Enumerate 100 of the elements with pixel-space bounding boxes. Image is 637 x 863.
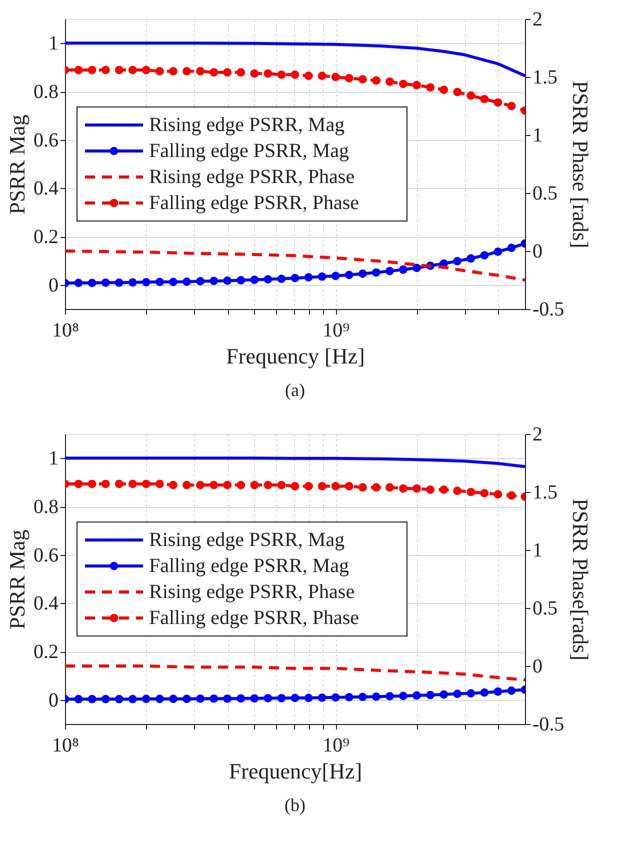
point: [128, 480, 137, 488]
point: [331, 272, 340, 280]
legend-label: Falling edge PSRR, Mag: [149, 140, 350, 162]
point: [142, 694, 150, 704]
point: [101, 66, 110, 74]
point: [344, 482, 354, 490]
point: [101, 694, 110, 704]
point: [290, 274, 300, 282]
point: [426, 690, 434, 700]
point: [386, 692, 394, 700]
point: [156, 67, 164, 76]
y2-tick-label: 0: [532, 240, 542, 262]
y2-tick-label: 2: [532, 8, 542, 30]
legend-label: Rising edge PSRR, Mag: [149, 114, 345, 136]
y2-tick-label: 0: [532, 656, 542, 678]
point: [480, 488, 489, 498]
point: [114, 694, 124, 704]
y-tick-label: 0.6: [34, 544, 58, 566]
point: [264, 69, 272, 78]
point: [277, 70, 286, 79]
point: [236, 276, 246, 284]
x-tick-label: 10⁹: [322, 734, 350, 756]
point: [453, 690, 462, 698]
point: [250, 276, 259, 284]
point: [386, 266, 394, 276]
point: [304, 273, 313, 282]
point: [210, 480, 218, 490]
point: [236, 68, 246, 77]
y2-axis-title: PSRR Phase [rads]: [568, 80, 594, 248]
point: [277, 480, 286, 490]
point: [88, 66, 96, 74]
y2-tick-label: 2: [532, 424, 542, 446]
point: [494, 490, 502, 498]
point: [114, 480, 124, 488]
point: [304, 72, 313, 80]
point: [440, 690, 448, 699]
legend-label: Falling edge PSRR, Phase: [149, 607, 360, 629]
point: [74, 66, 83, 74]
point: [372, 76, 380, 85]
point: [156, 278, 164, 286]
y2-tick-label: -0.5: [532, 298, 564, 320]
point: [466, 91, 476, 100]
point: [182, 694, 191, 704]
point: [358, 270, 367, 278]
point: [290, 482, 300, 490]
point: [250, 480, 259, 490]
y-tick-label: 0.6: [34, 129, 58, 152]
point: [182, 278, 191, 286]
point: [88, 694, 96, 704]
point: [88, 278, 96, 288]
point: [236, 480, 246, 490]
point: [169, 480, 178, 490]
y2-tick-label: 0.5: [532, 598, 558, 620]
y2-tick-label: 1.5: [532, 482, 558, 504]
point: [372, 268, 380, 277]
point: [290, 694, 300, 702]
point: [344, 270, 354, 280]
y2-axis-title: PSRR Phase[rads]: [568, 498, 594, 660]
point: [196, 277, 204, 286]
point: [250, 69, 259, 78]
point: [386, 483, 394, 492]
legend-label: Rising edge PSRR, Mag: [149, 529, 345, 551]
point: [142, 278, 150, 286]
point: [101, 278, 110, 287]
point: [494, 248, 502, 256]
point: [182, 480, 191, 490]
y-tick-label: 0.4: [34, 592, 58, 615]
y2-tick-label: 1: [532, 540, 542, 562]
point: [507, 244, 516, 252]
point: [304, 694, 313, 702]
legend-label: Rising edge PSRR, Phase: [149, 581, 355, 603]
point: [264, 694, 272, 702]
point: [480, 251, 489, 260]
point: [507, 491, 516, 500]
point: [277, 274, 286, 283]
point: [440, 86, 448, 94]
point: [344, 74, 354, 82]
point: [426, 83, 434, 92]
y-tick-label: 0.4: [34, 178, 58, 200]
point: [318, 272, 326, 281]
point: [142, 66, 150, 74]
point: [507, 686, 516, 695]
point: [358, 483, 367, 492]
point: [331, 482, 340, 490]
x-tick-label: 10⁸: [52, 734, 80, 756]
point: [74, 694, 83, 704]
point: [101, 480, 110, 488]
legend-label: Falling edge PSRR, Phase: [149, 192, 360, 214]
point: [74, 480, 83, 488]
y2-tick-label: 1: [532, 124, 542, 146]
point: [196, 694, 204, 703]
point: [223, 276, 232, 285]
point: [210, 68, 218, 77]
y2-tick-label: 0.5: [532, 182, 558, 204]
point: [156, 480, 164, 488]
text: (a): [285, 380, 305, 400]
point: [264, 275, 272, 284]
point: [426, 486, 434, 494]
point: [507, 102, 516, 110]
point: [372, 483, 380, 492]
